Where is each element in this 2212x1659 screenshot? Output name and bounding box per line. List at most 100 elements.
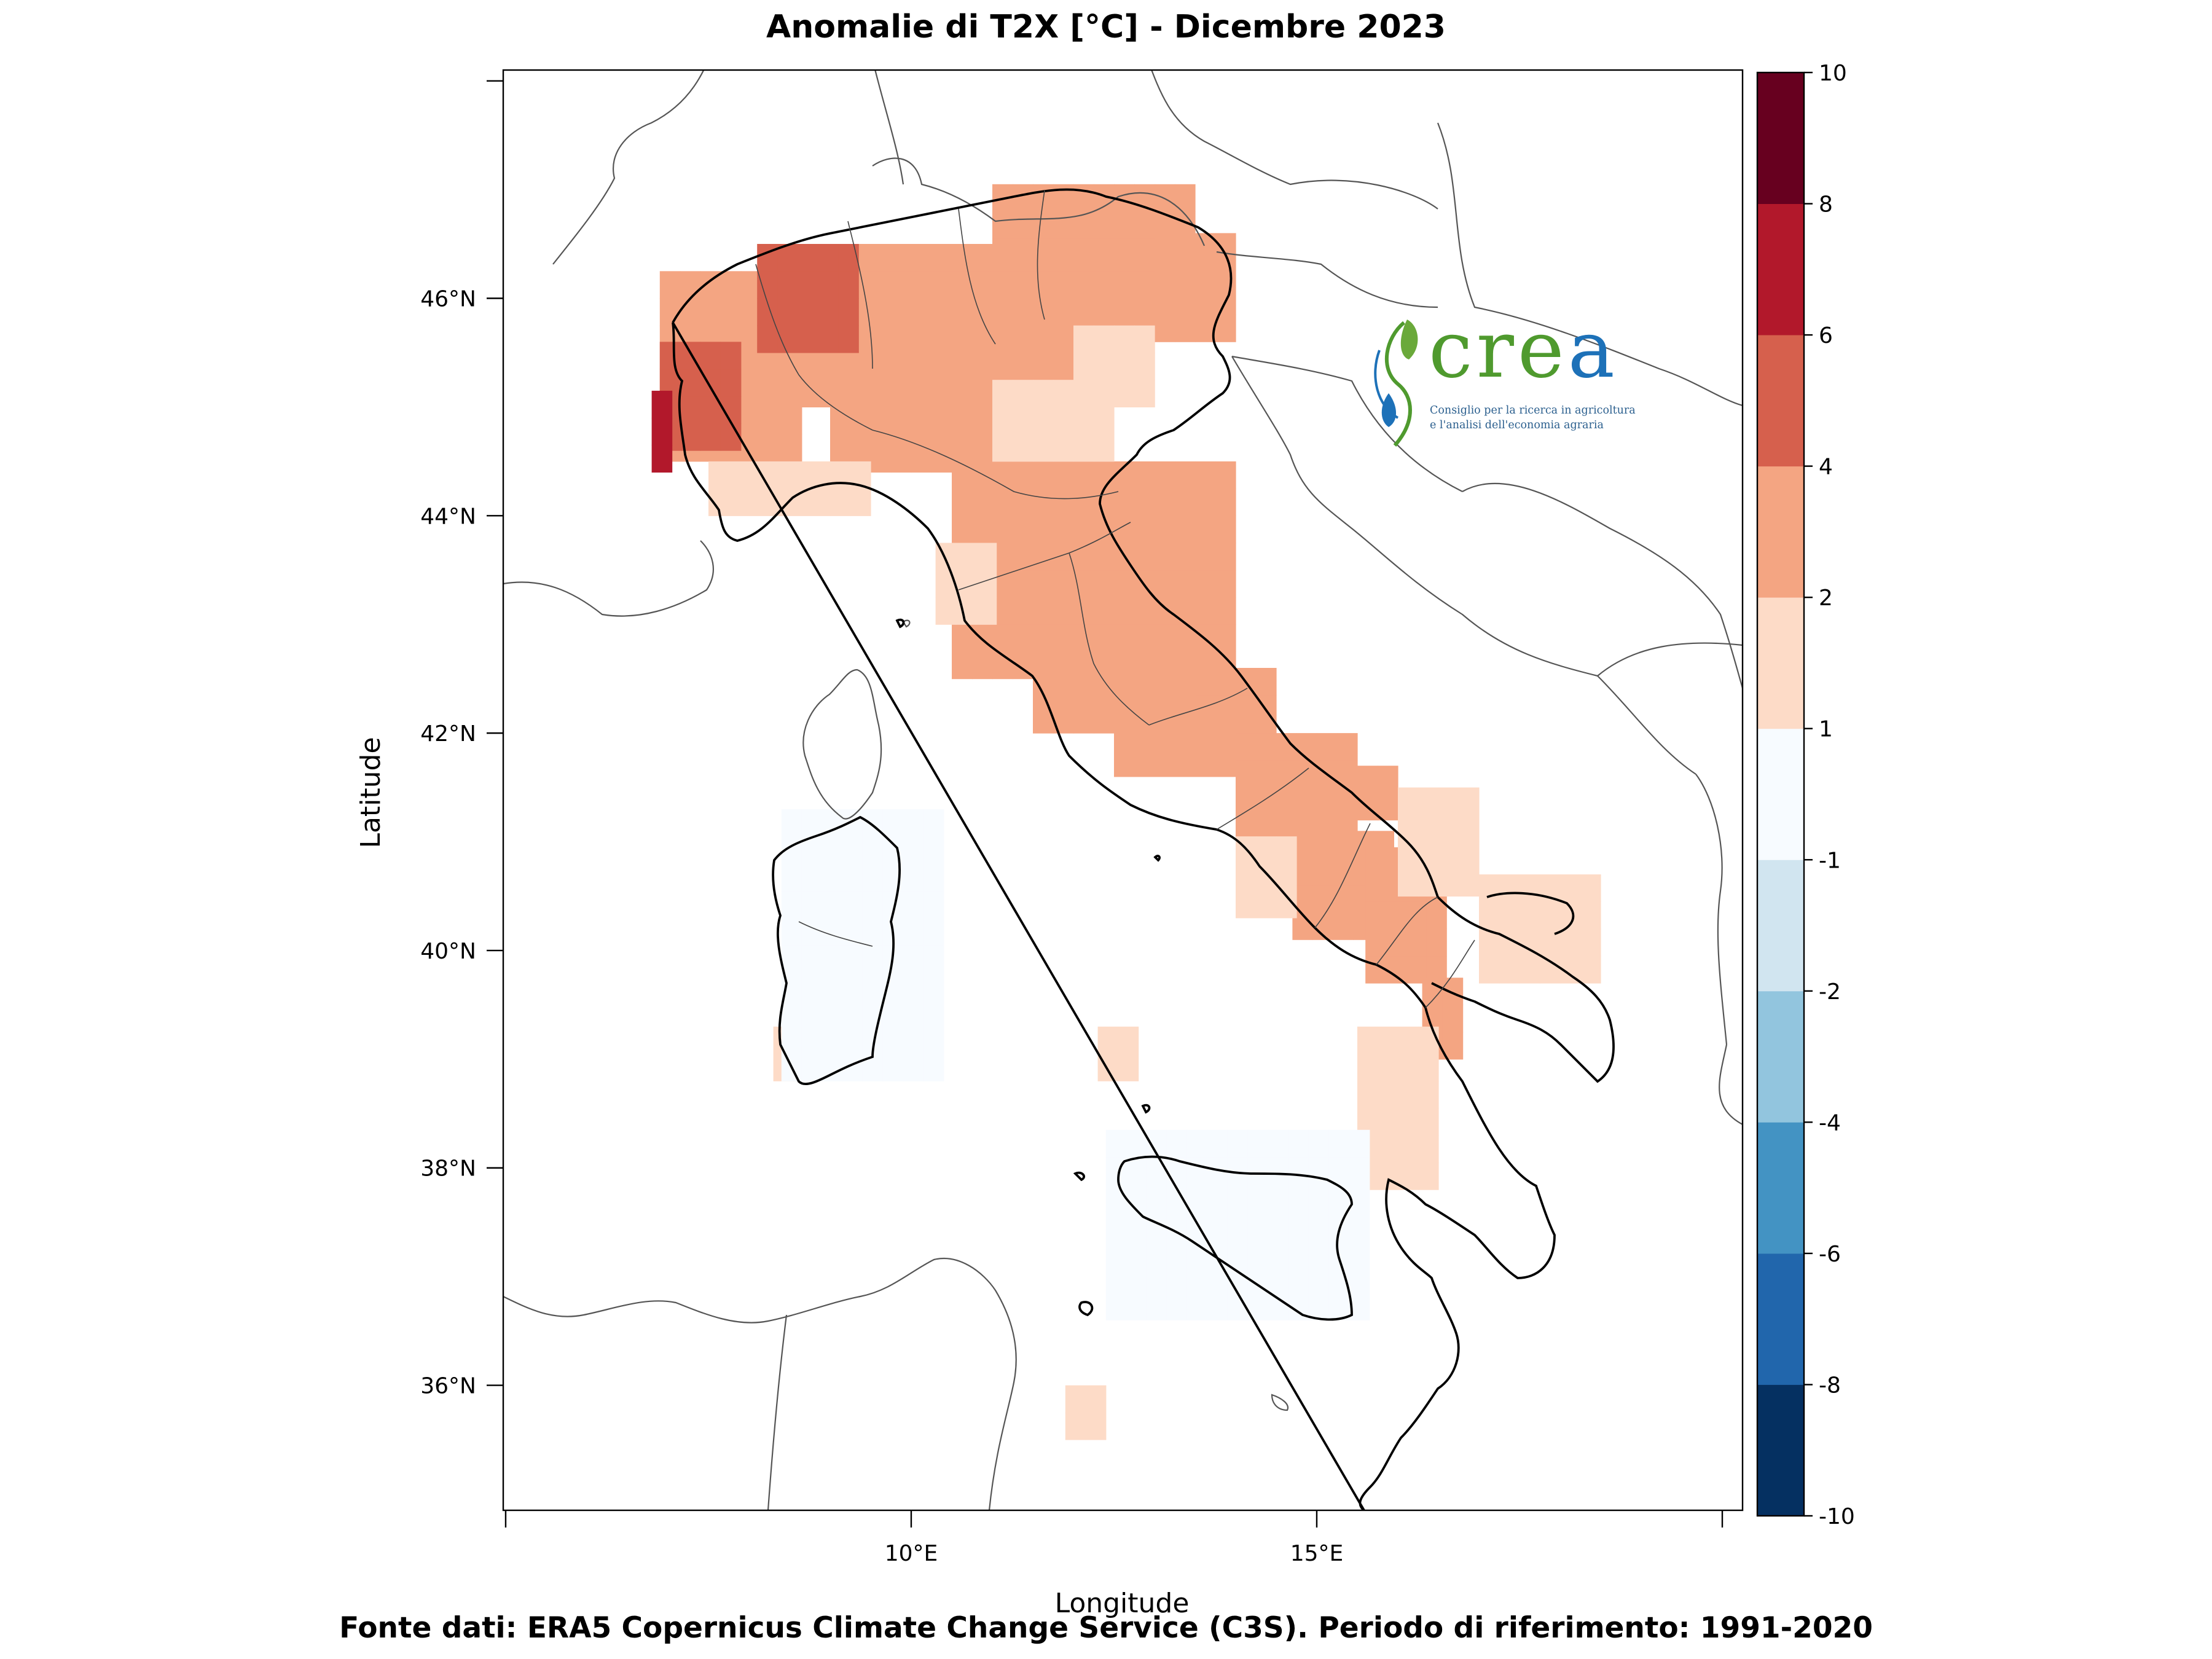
grid-cell xyxy=(818,244,839,272)
grid-cell xyxy=(992,516,1013,544)
grid-cell xyxy=(1166,1211,1188,1239)
grid-cell xyxy=(720,271,742,299)
grid-cell xyxy=(1328,1129,1350,1158)
grid-cell xyxy=(952,298,973,326)
grid-cell xyxy=(1094,353,1115,380)
grid-cell xyxy=(1065,1412,1086,1440)
grid-cell xyxy=(923,1054,944,1081)
grid-cell xyxy=(992,298,1013,326)
grid-cell xyxy=(882,1054,904,1081)
grid-cell xyxy=(911,418,932,445)
grid-cell xyxy=(1560,874,1581,902)
grid-cell xyxy=(882,836,904,864)
grid-cell xyxy=(1073,298,1094,326)
grid-cell xyxy=(1097,1026,1119,1054)
grid-cell xyxy=(1155,516,1175,544)
grid-cell xyxy=(1073,271,1094,299)
grid-cell xyxy=(1053,488,1074,516)
grid-cell xyxy=(1560,928,1581,957)
grid-cell xyxy=(801,863,823,892)
grid-cell xyxy=(1114,211,1135,239)
grid-cell xyxy=(923,945,944,973)
grid-cell xyxy=(1398,814,1419,842)
grid-cell xyxy=(1175,651,1196,680)
grid-cell xyxy=(1333,885,1354,913)
grid-cell xyxy=(1175,233,1196,261)
colorbar-tick-label: 4 xyxy=(1819,455,1833,480)
region-border-13 xyxy=(798,921,873,947)
grid-cell xyxy=(1175,705,1196,734)
grid-cell xyxy=(1378,793,1398,821)
sardinia-outline xyxy=(772,815,901,1085)
grid-cell xyxy=(1186,1293,1208,1320)
colorbar-tick-label: 2 xyxy=(1819,586,1833,611)
grid-cell xyxy=(972,651,993,680)
colorbar-tick-label: -10 xyxy=(1819,1504,1855,1529)
grid-cell xyxy=(1195,597,1216,625)
border-bosnia xyxy=(1462,482,1743,689)
grid-cell xyxy=(1227,1238,1249,1266)
y-axis: 36°N 38°N 40°N 42°N 44°N 46°N xyxy=(420,80,503,1399)
border-slovenia-croatia xyxy=(1231,355,1463,492)
grid-cell xyxy=(1418,1162,1439,1190)
grid-cell xyxy=(740,407,762,435)
grid-cell xyxy=(1215,749,1236,777)
grid-cell xyxy=(1365,901,1386,930)
grid-cell xyxy=(1033,211,1054,239)
grid-cell xyxy=(1337,793,1358,821)
grid-cell xyxy=(992,461,1013,489)
grid-cell xyxy=(838,325,859,353)
grid-cell xyxy=(1155,260,1175,288)
grid-cell xyxy=(700,298,721,326)
grid-cell xyxy=(1094,651,1115,680)
grid-cell xyxy=(1114,570,1135,598)
grid-cell xyxy=(1268,1293,1289,1320)
grid-cell xyxy=(1349,1293,1370,1320)
grid-cell xyxy=(972,298,993,326)
grid-cell xyxy=(1033,488,1054,516)
grid-cell xyxy=(1073,624,1094,652)
colorbar-tick-label: 6 xyxy=(1819,323,1833,348)
grid-cell xyxy=(801,917,823,946)
grid-cell xyxy=(1256,733,1277,761)
grid-cell xyxy=(1033,238,1054,266)
colorbar-segment xyxy=(1757,728,1804,860)
coast-croatia xyxy=(1231,356,1696,775)
grid-cell xyxy=(1398,787,1419,815)
grid-cell xyxy=(1378,1135,1398,1163)
grid-cell xyxy=(1155,651,1175,680)
grid-cell xyxy=(955,543,977,571)
grid-cell xyxy=(680,271,701,299)
grid-cell xyxy=(1114,271,1135,299)
grid-cell xyxy=(1134,543,1155,571)
grid-cell xyxy=(1155,749,1175,777)
grid-cell xyxy=(1276,760,1297,788)
country-borders xyxy=(503,70,1743,1510)
crea-tagline-1: Consiglio per la ricerca in agricoltura xyxy=(1430,404,1636,417)
grid-cell xyxy=(1114,325,1135,353)
grid-cell xyxy=(749,488,770,516)
grid-cell xyxy=(1499,901,1520,930)
grid-cell xyxy=(761,353,782,380)
grid-cell xyxy=(680,298,701,326)
regional-borders xyxy=(755,190,1475,1008)
grid-cell xyxy=(1085,1412,1107,1440)
grid-cell xyxy=(1126,1293,1147,1320)
grid-cell xyxy=(1256,668,1277,696)
grid-cell xyxy=(1175,597,1196,625)
grid-cell xyxy=(1365,847,1386,875)
grid-cell xyxy=(1033,380,1054,407)
grid-cell xyxy=(1186,1238,1208,1266)
grid-cell xyxy=(1418,1054,1439,1081)
grid-cell xyxy=(1499,874,1520,902)
grid-cell xyxy=(1418,787,1439,815)
grid-cell xyxy=(1073,461,1094,489)
grid-cell xyxy=(903,1054,924,1081)
grid-cell xyxy=(1195,516,1216,544)
grid-cell xyxy=(1580,928,1601,957)
grid-cell xyxy=(810,488,831,516)
grid-cell xyxy=(903,972,924,1000)
grid-cell xyxy=(1073,211,1094,239)
grid-cell xyxy=(1033,353,1054,380)
grid-cell xyxy=(931,244,952,272)
